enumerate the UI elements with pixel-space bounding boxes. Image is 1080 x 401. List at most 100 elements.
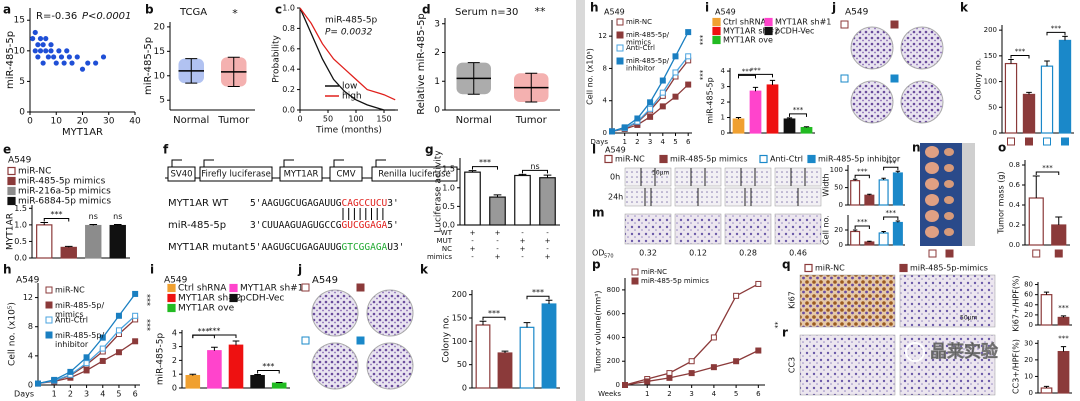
- colony-plate: [366, 289, 414, 337]
- legend-swatch: [616, 44, 624, 52]
- colony-plate: [850, 26, 894, 70]
- legend-swatch: [7, 166, 16, 176]
- bar: [207, 350, 222, 389]
- significance: ***: [696, 35, 704, 46]
- point: [659, 103, 666, 110]
- legend-label: MYT1AR sh#2: [723, 27, 779, 36]
- micrograph: [674, 167, 722, 187]
- annotation: R=-0.36: [36, 11, 77, 22]
- row-label: CC3: [788, 357, 797, 373]
- error-bar: [113, 224, 122, 226]
- bar: [1058, 39, 1072, 134]
- colony-plate: [900, 26, 944, 70]
- y-tick-label: 0.5: [442, 202, 455, 211]
- legend-swatch: [229, 293, 238, 303]
- panel-title: A549: [604, 8, 625, 17]
- legend-label: miR-NC: [55, 286, 85, 295]
- point: [755, 347, 762, 354]
- x-tick-label: 6: [133, 390, 138, 399]
- x-tick-label: 50: [323, 115, 333, 124]
- x-tick-label: 40: [129, 117, 141, 127]
- point: [685, 29, 692, 36]
- error-bar: [518, 173, 527, 176]
- point: [93, 60, 99, 66]
- condition-mark: -: [496, 245, 499, 253]
- od-label: 570: [604, 254, 614, 260]
- y-axis-label: Colony no.: [974, 58, 983, 100]
- point: [32, 29, 38, 36]
- panel-label: f: [163, 143, 169, 157]
- x-tick-label: 150: [376, 115, 391, 124]
- legend-swatch: [7, 186, 16, 196]
- point: [659, 77, 666, 84]
- point: [647, 99, 654, 106]
- x-tick-label: 1: [622, 138, 626, 146]
- y-tick-label: 0.0: [14, 254, 27, 263]
- bar: [1004, 62, 1018, 134]
- bar: [766, 84, 779, 134]
- y-tick-label: 20: [154, 22, 166, 32]
- group-marker: [356, 336, 365, 345]
- bar: [749, 90, 762, 134]
- panel-title: A549: [164, 276, 188, 286]
- error-bar: [1060, 315, 1067, 318]
- bar: [464, 171, 481, 226]
- point: [666, 374, 673, 381]
- error-bar: [895, 220, 901, 223]
- error-bar: [769, 79, 776, 86]
- y-tick-label: 0.0: [282, 106, 295, 115]
- bar: [1051, 224, 1067, 246]
- construct-label: CMV: [336, 170, 355, 180]
- micrograph: [774, 213, 822, 245]
- point: [685, 81, 692, 88]
- bar: [1040, 65, 1054, 134]
- significance: ns: [530, 162, 539, 171]
- micrograph: [724, 187, 772, 207]
- error-bar: [1055, 216, 1063, 225]
- sequence-part: 3': [387, 198, 398, 209]
- category-label: Normal: [456, 115, 492, 126]
- point: [672, 53, 679, 60]
- legend-label: miR-485-5p mimics: [18, 177, 106, 187]
- sig-bracket: [1010, 54, 1030, 59]
- annotation: P<0.0001: [82, 11, 131, 22]
- point: [30, 35, 36, 42]
- point: [99, 357, 106, 364]
- sig-bracket: [43, 218, 70, 222]
- panel-title: TCGA: [179, 7, 207, 18]
- y-tick-label: 4: [603, 97, 608, 105]
- error-bar: [1043, 291, 1050, 295]
- point: [74, 54, 80, 60]
- y-tick-label: 8: [603, 64, 607, 72]
- construct-label: Firefly luciferase: [201, 170, 271, 180]
- error-bar: [752, 86, 759, 92]
- y-tick-label: 0: [616, 381, 620, 389]
- group-marker: [890, 20, 899, 29]
- x-tick-label: 6: [686, 138, 691, 146]
- legend-label: miR-485-5p/mimics: [55, 301, 104, 319]
- point: [43, 35, 49, 42]
- significance: **: [771, 322, 779, 330]
- x-tick-label: 3: [84, 390, 89, 399]
- bar: [36, 224, 53, 259]
- legend-swatch: [229, 283, 238, 293]
- sig-bracket: [472, 166, 498, 170]
- y-tick-label: 50: [457, 360, 467, 369]
- survival-line: [299, 7, 396, 101]
- group-marker: [945, 249, 954, 258]
- micrograph: [624, 167, 672, 187]
- error-bar: [1008, 58, 1014, 64]
- significance: ns: [89, 212, 98, 221]
- condition-mark: -: [471, 237, 474, 245]
- bar: [864, 241, 875, 246]
- bar: [850, 230, 861, 246]
- x-axis-label: Days: [14, 390, 34, 399]
- group-marker: [928, 249, 937, 258]
- panel-label: c: [275, 3, 282, 17]
- micrograph: [799, 334, 896, 396]
- y-tick-label: 0: [28, 381, 33, 390]
- bar: [1022, 93, 1036, 134]
- condition-mark: +: [470, 229, 476, 237]
- y-tick-label: 1.5: [14, 204, 27, 213]
- annotation: P= 0.0032: [325, 28, 373, 38]
